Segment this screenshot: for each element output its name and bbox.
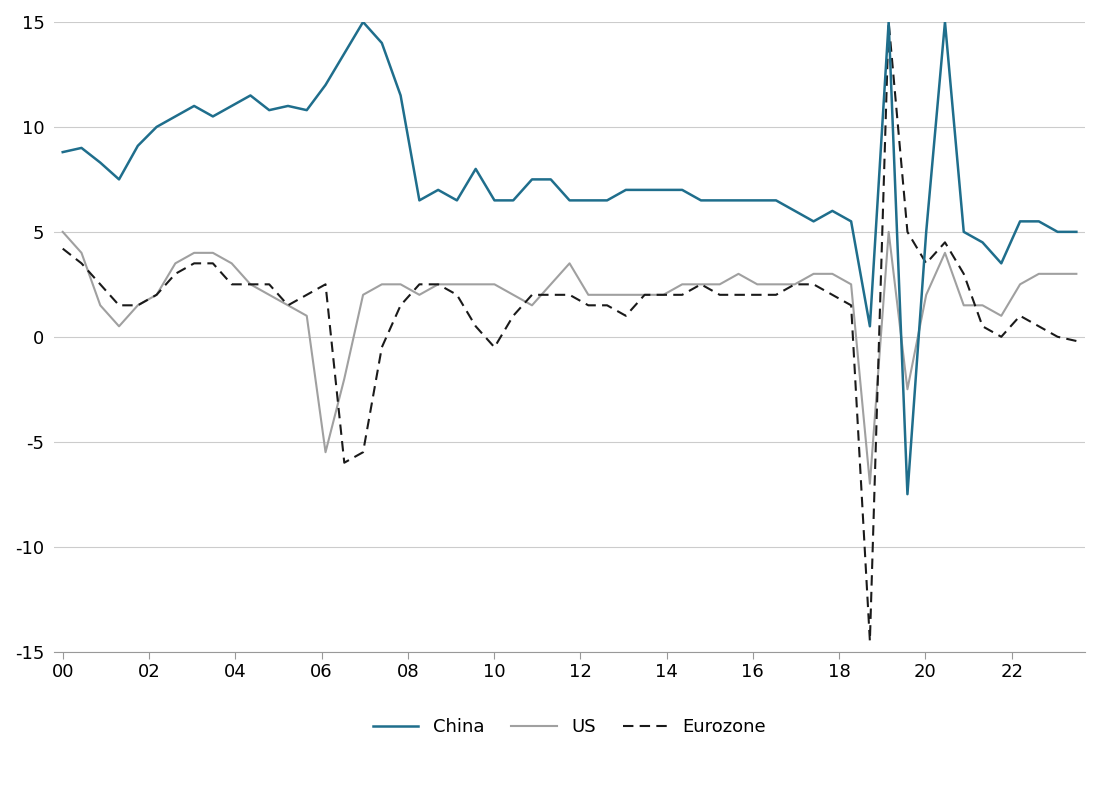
- China: [1070, 227, 1084, 237]
- China: [450, 195, 463, 205]
- China: [168, 112, 182, 121]
- Eurozone: [994, 332, 1008, 342]
- Eurozone: [431, 280, 444, 289]
- China: [300, 105, 313, 115]
- Line: China: China: [63, 22, 1077, 494]
- Eurozone: [56, 244, 69, 253]
- Eurozone: [1070, 336, 1084, 346]
- Eurozone: [300, 290, 313, 300]
- China: [1050, 227, 1064, 237]
- China: [356, 18, 370, 27]
- US: [244, 280, 257, 289]
- US: [431, 280, 444, 289]
- Eurozone: [168, 269, 182, 279]
- US: [976, 300, 989, 310]
- US: [56, 227, 69, 237]
- US: [300, 311, 313, 320]
- US: [864, 479, 877, 489]
- US: [1070, 269, 1084, 279]
- Line: US: US: [63, 232, 1077, 484]
- US: [168, 258, 182, 268]
- China: [244, 91, 257, 100]
- China: [901, 489, 914, 499]
- Eurozone: [244, 280, 257, 289]
- US: [1050, 269, 1064, 279]
- China: [994, 258, 1008, 268]
- China: [56, 147, 69, 157]
- Eurozone: [864, 636, 877, 646]
- Line: Eurozone: Eurozone: [63, 22, 1077, 641]
- Eurozone: [1050, 332, 1064, 342]
- Legend: China, US, Eurozone: China, US, Eurozone: [366, 711, 773, 744]
- Eurozone: [882, 18, 895, 27]
